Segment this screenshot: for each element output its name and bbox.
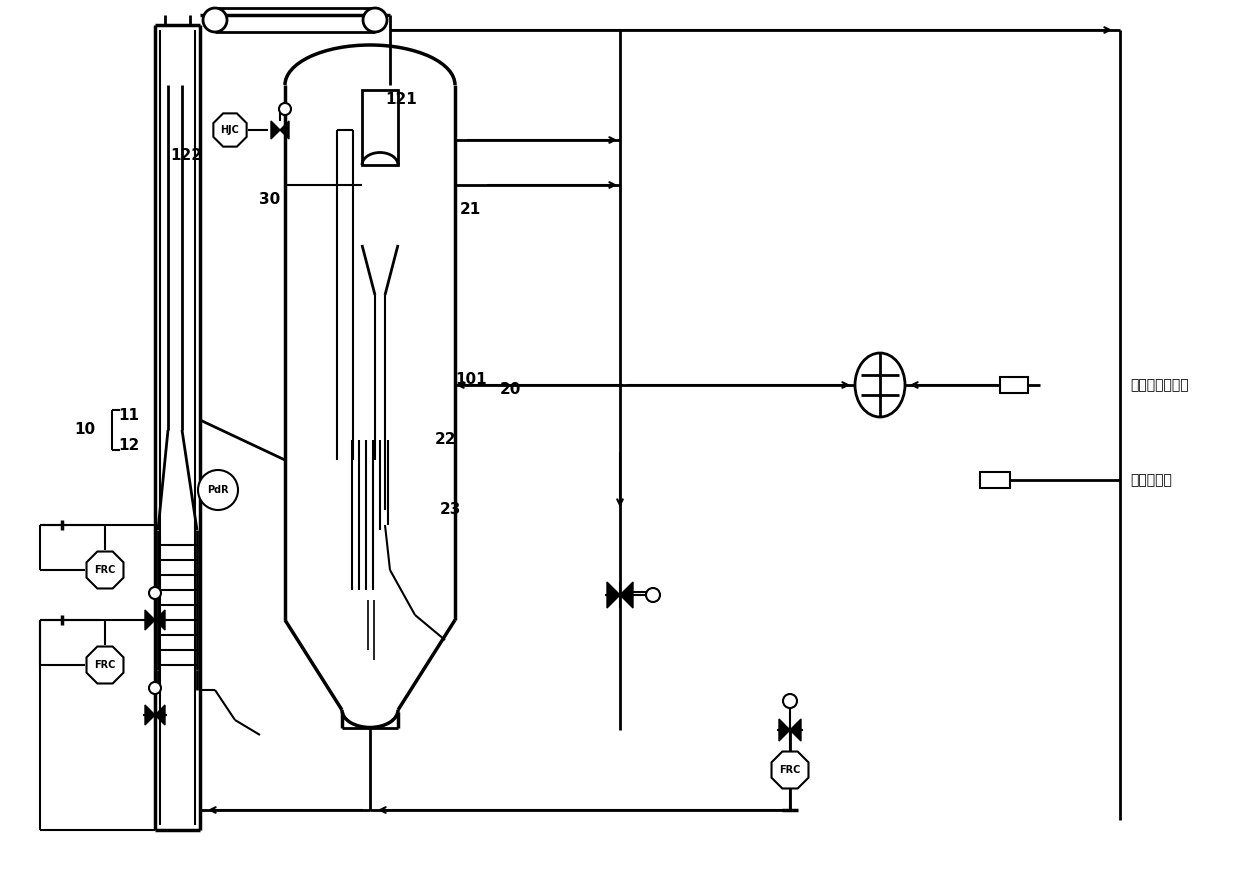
Polygon shape (280, 121, 289, 139)
Bar (980, 472, 1011, 488)
Text: 11: 11 (118, 407, 139, 422)
Circle shape (363, 8, 387, 32)
Polygon shape (608, 582, 620, 608)
Circle shape (149, 587, 161, 599)
Text: 20: 20 (500, 382, 521, 397)
Circle shape (782, 694, 797, 708)
Polygon shape (771, 751, 808, 789)
Circle shape (279, 103, 291, 115)
Polygon shape (87, 646, 124, 683)
Text: FRC: FRC (94, 660, 115, 670)
Polygon shape (145, 610, 155, 630)
Text: 23: 23 (440, 502, 461, 517)
Polygon shape (145, 705, 155, 725)
Text: 21: 21 (460, 202, 481, 217)
Text: FRC: FRC (779, 765, 801, 775)
Polygon shape (155, 610, 165, 630)
Polygon shape (213, 113, 247, 147)
Text: 121: 121 (384, 93, 417, 108)
Polygon shape (155, 705, 165, 725)
Text: 30: 30 (259, 192, 280, 208)
Polygon shape (87, 552, 124, 588)
Text: 原料气（甲醇）: 原料气（甲醇） (1130, 378, 1189, 392)
Text: 122: 122 (170, 147, 202, 162)
Circle shape (646, 588, 660, 602)
Circle shape (198, 470, 238, 510)
Polygon shape (620, 582, 632, 608)
Text: 12: 12 (118, 437, 139, 452)
Bar (362, 90, 398, 165)
Text: PdR: PdR (207, 485, 229, 495)
Polygon shape (779, 719, 790, 741)
Ellipse shape (856, 353, 905, 417)
Text: 22: 22 (435, 433, 456, 448)
Text: FRC: FRC (94, 565, 115, 575)
Bar (999, 377, 1028, 393)
Text: HJC: HJC (221, 125, 239, 135)
Polygon shape (790, 719, 801, 741)
Circle shape (203, 8, 227, 32)
Text: 10: 10 (74, 422, 95, 437)
Polygon shape (272, 121, 280, 139)
Text: 101: 101 (455, 373, 486, 388)
Text: 烯烃产品气: 烯烃产品气 (1130, 473, 1172, 487)
Circle shape (149, 682, 161, 694)
